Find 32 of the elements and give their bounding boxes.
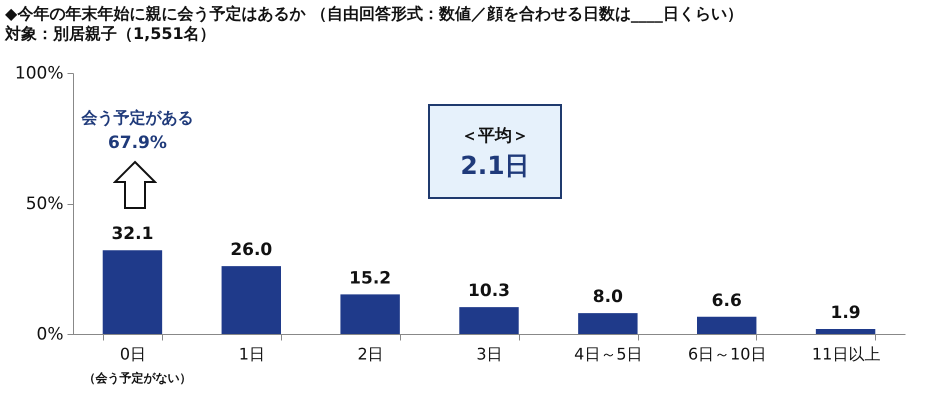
- x-tick-label: 0日: [120, 344, 146, 364]
- callout-box: ＜平均＞ 2.1日: [428, 104, 562, 199]
- bar: [578, 313, 638, 334]
- bar: [102, 250, 162, 334]
- x-tick-label: 11日以上: [812, 344, 880, 364]
- text: （会う予定がない）: [83, 371, 192, 385]
- annotation: ＜平均＞: [460, 125, 530, 147]
- bar: [816, 329, 876, 334]
- chart-subtitle: 対象：別居親子（1,551名）: [4, 24, 216, 43]
- bar: [697, 316, 756, 334]
- data-label: 8.0: [592, 287, 624, 308]
- data-label: 32.1: [111, 224, 154, 244]
- bar: [459, 307, 519, 334]
- annotation: 2.1日: [459, 150, 531, 182]
- y-tick-label: 0%: [36, 324, 64, 344]
- data-label: 15.2: [349, 268, 392, 288]
- data-label: 6.6: [712, 290, 742, 311]
- annotation: 会う予定がある: [80, 108, 194, 127]
- bar: [222, 266, 281, 334]
- annotation: 67.9%: [108, 133, 167, 153]
- data-label: 1.9: [830, 303, 861, 324]
- bar: [340, 294, 400, 334]
- x-tick-label: 1日: [238, 344, 265, 364]
- x-tick-label: 3日: [476, 344, 503, 364]
- chart-title: ◆今年の年末年始に親に会う予定はあるか （自由回答形式：数値／顔を合わせる日数は____日くらい）: [5, 4, 743, 23]
- x-tick-label: 6日～10日: [688, 344, 766, 364]
- data-label: 10.3: [468, 281, 510, 302]
- y-tick-label: 50%: [26, 194, 64, 214]
- x-tick-label: 4日～5日: [574, 344, 643, 364]
- data-label: 26.0: [230, 240, 272, 260]
- x-tick-label: 2日: [358, 344, 384, 364]
- y-tick-label: 100%: [14, 64, 64, 84]
